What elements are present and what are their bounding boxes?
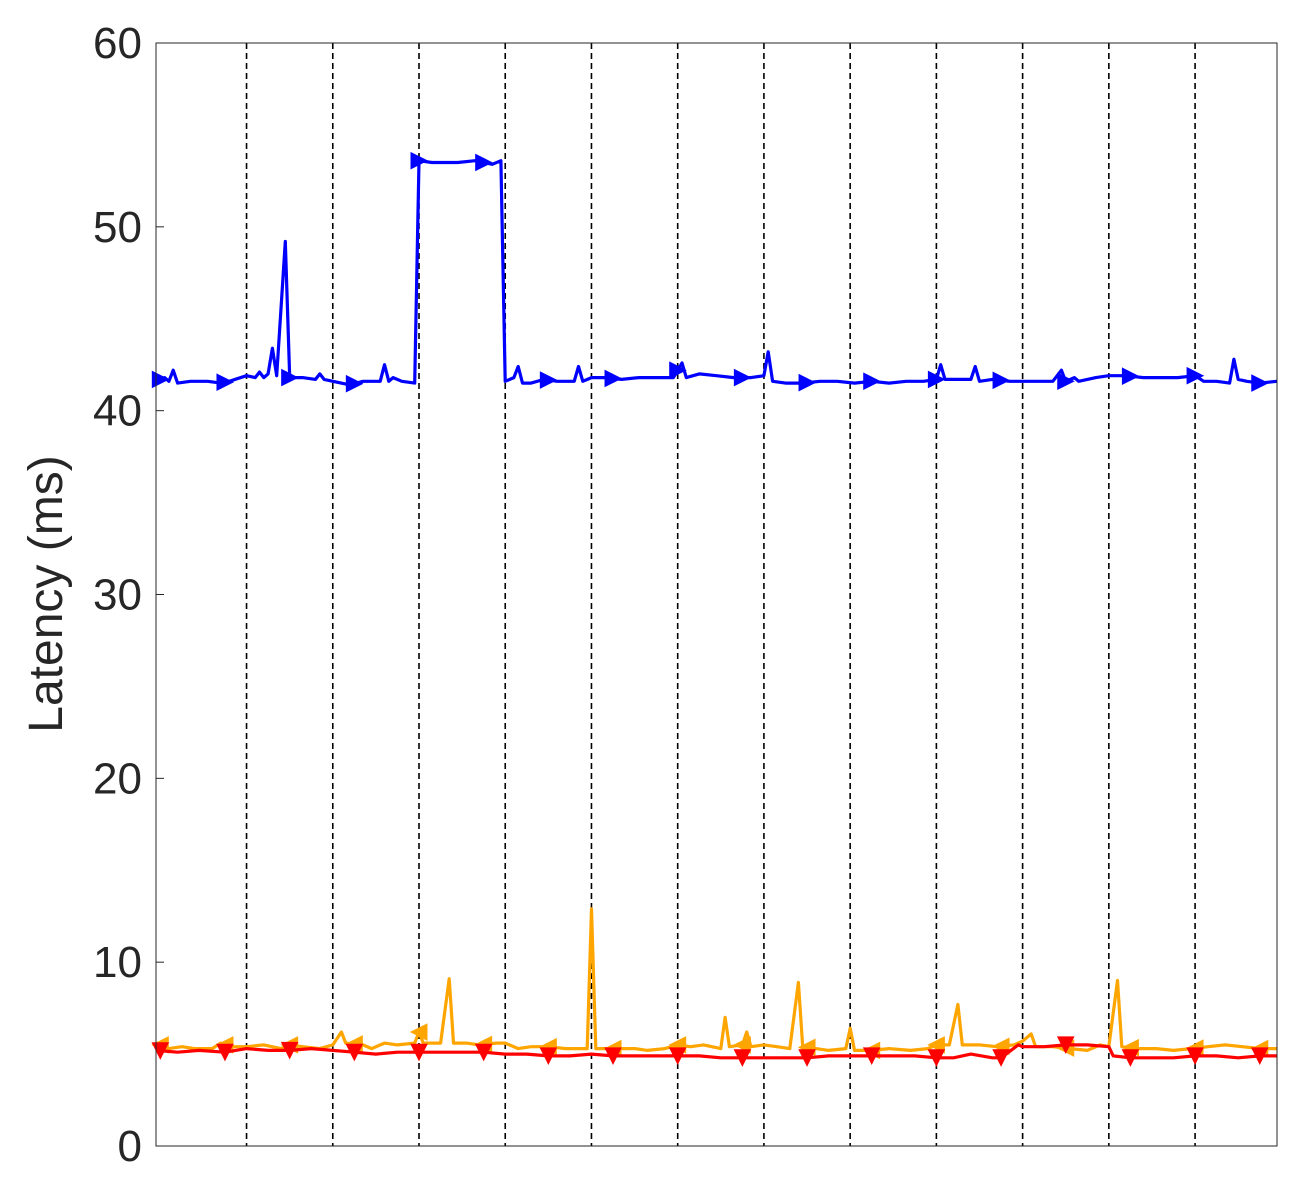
series-2-marker-11 [862,1047,881,1066]
series-2-marker-10 [798,1049,816,1067]
series-0-marker-9 [733,368,752,387]
series-2-marker-15 [1121,1049,1140,1067]
y-tick-label-50: 50 [93,203,142,252]
y-tick-label-60: 60 [93,19,142,68]
series-2-marker-14 [1056,1036,1075,1055]
y-tick-label-40: 40 [93,387,142,436]
series-2-marker-3 [345,1043,364,1062]
series-0-marker-5 [475,153,493,172]
series-2-marker-7 [604,1047,622,1066]
series-0-marker-3 [345,374,364,393]
series-0 [151,151,1278,393]
y-axis-title: Latency (ms) [20,455,73,732]
y-tick-label-0: 0 [118,1122,142,1171]
series-2-marker-2 [280,1041,299,1060]
y-tick-label-20: 20 [93,754,142,803]
series-0-marker-12 [927,370,946,389]
series-2-marker-16 [1186,1047,1204,1066]
series-1-line [155,907,1277,1052]
series-0-marker-2 [281,368,299,387]
series-1-marker-4 [409,1023,428,1041]
series-2-marker-1 [216,1043,234,1062]
series-0-marker-8 [669,361,687,380]
y-tick-label-30: 30 [93,571,142,620]
series-0-marker-17 [1251,374,1269,392]
series-2-marker-5 [474,1043,493,1062]
series-0-marker-7 [604,369,623,388]
series-0-marker-11 [863,372,881,391]
series-1-marker-9 [733,1036,751,1054]
series-2-marker-17 [1250,1047,1269,1066]
series-2-marker-13 [992,1049,1010,1067]
y-tick-label-10: 10 [93,938,142,987]
series-2-marker-9 [733,1049,752,1067]
series-2-marker-8 [668,1047,687,1066]
series-0-marker-15 [1121,367,1140,386]
series-0-marker-4 [410,151,429,170]
series-1-marker-12 [927,1036,945,1054]
series-0-marker-1 [216,373,235,391]
series-2-marker-6 [539,1047,558,1066]
y-axis-ticks: 0 10 20 30 40 50 60 [93,19,164,1171]
series-0-marker-10 [798,373,817,392]
series-0-marker-13 [992,371,1011,390]
series-0-marker-14 [1057,372,1075,391]
series-2-marker-12 [927,1049,946,1067]
series-0-marker-16 [1186,366,1205,385]
segment-dividers [245,43,1196,1146]
series-0-marker-6 [539,371,558,389]
series-0-marker-0 [151,370,170,389]
series-2-marker-4 [410,1043,428,1062]
